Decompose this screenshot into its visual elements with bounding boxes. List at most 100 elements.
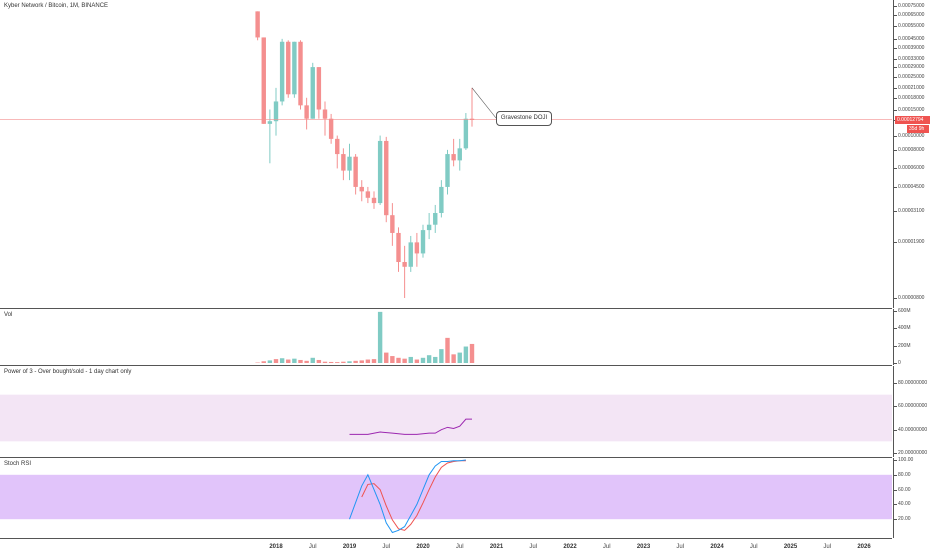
time-axis-label: 2020 <box>416 544 430 550</box>
candle-body <box>292 41 297 95</box>
price-axis-label: 0.00033000 <box>893 55 925 62</box>
volume-bar <box>420 357 426 363</box>
volume-axis[interactable]: 600M 400M 200M 0 <box>893 308 932 366</box>
price-axis-label: 0.00021000 <box>893 84 925 91</box>
volume-bar <box>463 346 469 363</box>
volume-bar <box>384 352 389 363</box>
candle-body <box>286 41 291 95</box>
volume-bar <box>347 361 352 363</box>
stoch-chart <box>0 459 892 534</box>
time-axis-label: Jul <box>676 544 685 550</box>
volume-bar <box>469 343 475 363</box>
volume-axis-label: 400M <box>894 325 911 332</box>
time-axis-label: 2019 <box>342 544 357 550</box>
time-axis[interactable]: 2018 Jul 2019 Jul 2020 Jul 2021 Jul 2022 Jul 2023 J… <box>0 539 892 550</box>
volume-chart <box>255 311 475 363</box>
indicator-axis-label: 80.00000000 <box>893 380 928 386</box>
volume-bar <box>267 360 273 363</box>
annotation-connector <box>471 87 497 119</box>
volume-bar <box>353 360 358 363</box>
stoch-axis-label: 100.00 <box>893 457 914 463</box>
volume-bar <box>451 354 456 363</box>
chart-title: Kyber Network / Bitcoin, 1M, BINANCE <box>4 3 109 9</box>
volume-pane[interactable]: Vol <box>0 309 892 366</box>
price-axis-label: 0.00018000 <box>893 94 925 101</box>
volume-bar <box>261 361 266 363</box>
indicator-axis[interactable]: 80.00000000 60.00000000 40.00000000 20.0000… <box>893 366 932 457</box>
volume-bar <box>414 359 420 363</box>
candle-body <box>377 140 383 204</box>
candle-body <box>316 67 322 110</box>
price-axis-label: 0.00015000 <box>893 106 925 113</box>
candle-body <box>341 154 346 171</box>
time-axis-label: 2022 <box>563 544 577 550</box>
price-axis-label: 0.00039000 <box>893 45 925 52</box>
stoch-axis-label: 80.00 <box>894 471 911 478</box>
volume-bar <box>426 355 432 363</box>
candle-body <box>445 154 450 187</box>
candle-body <box>365 191 371 198</box>
volume-bar <box>390 356 395 363</box>
price-pane[interactable]: Kyber Network / Bitcoin, 1M, BINANCE Gra… <box>0 0 892 309</box>
candle-body <box>420 230 426 254</box>
time-axis-label: 2023 <box>636 544 651 550</box>
indicator-pane[interactable]: Power of 3 - Over bought/sold - 1 day ch… <box>0 366 892 458</box>
volume-bar <box>402 358 407 363</box>
gravestone-doji-annotation[interactable]: Gravestone DOJI <box>496 111 552 126</box>
stoch-pane[interactable]: Stoch RSI <box>0 458 892 539</box>
volume-axis-label: 600M <box>894 308 911 314</box>
volume-bar <box>322 361 328 363</box>
indicator-chart <box>0 394 892 442</box>
candle-body <box>463 118 469 149</box>
last-price-label: 0.00012794 <box>895 115 930 124</box>
candle-body <box>347 156 352 171</box>
stoch-k-line <box>349 459 466 534</box>
candle-body <box>433 213 438 225</box>
candle-body <box>457 148 462 161</box>
time-axis-label: 2024 <box>710 544 724 550</box>
stoch-axis[interactable]: 100.00 80.00 60.00 40.00 20.00 <box>893 457 932 538</box>
indicator-line <box>349 418 472 435</box>
candle-body <box>390 215 395 233</box>
volume-bar <box>298 359 303 363</box>
candle-body <box>267 121 273 124</box>
volume-bar <box>328 361 334 363</box>
time-axis-label: Jul <box>455 544 464 550</box>
price-axis-label: 0.00065000 <box>893 12 925 19</box>
price-axis-label: 0.00029000 <box>893 64 925 71</box>
indicator-axis-label: 60.00000000 <box>893 403 928 410</box>
price-axis-label: 0.00075000 <box>893 3 925 9</box>
candle-body <box>328 118 334 139</box>
price-axis-label: 0.00003100 <box>893 207 925 214</box>
volume-bar <box>365 359 371 363</box>
price-axis-label: 0.00055000 <box>893 22 925 29</box>
price-chart <box>0 11 892 298</box>
volume-bar <box>286 359 291 363</box>
stoch-d-line <box>361 460 466 531</box>
volume-bar <box>304 360 309 363</box>
volume-bar <box>457 352 462 363</box>
price-axis[interactable]: 0.00075000 0.00065000 0.00055000 0.00045000… <box>893 0 932 308</box>
price-axis-label: 0.00010000 <box>893 132 925 139</box>
price-axis-label: 0.00006000 <box>893 165 925 172</box>
candle-body <box>261 37 266 124</box>
price-axis-label: 0.00001900 <box>893 239 925 246</box>
price-axis-label: 0.00000800 <box>893 295 925 301</box>
time-axis-label: Jul <box>382 544 391 550</box>
candle-body <box>451 154 456 161</box>
volume-axis-label: 0 <box>894 360 901 366</box>
time-axis-label: Jul <box>529 544 538 550</box>
volume-bar <box>396 357 401 363</box>
volume-axis-label: 200M <box>894 342 911 349</box>
volume-bar <box>316 359 322 363</box>
volume-bar <box>359 360 364 363</box>
stoch-axis-label: 20.00 <box>894 516 911 523</box>
candle-body <box>353 156 358 187</box>
time-axis-label: Jul <box>823 544 832 550</box>
candle-body <box>273 101 279 122</box>
volume-bar <box>341 361 346 363</box>
time-axis-label: 2021 <box>489 544 504 550</box>
candle-body <box>298 41 303 106</box>
volume-pane-title: Vol <box>4 312 13 318</box>
price-axis-label: 0.00045000 <box>893 35 925 42</box>
